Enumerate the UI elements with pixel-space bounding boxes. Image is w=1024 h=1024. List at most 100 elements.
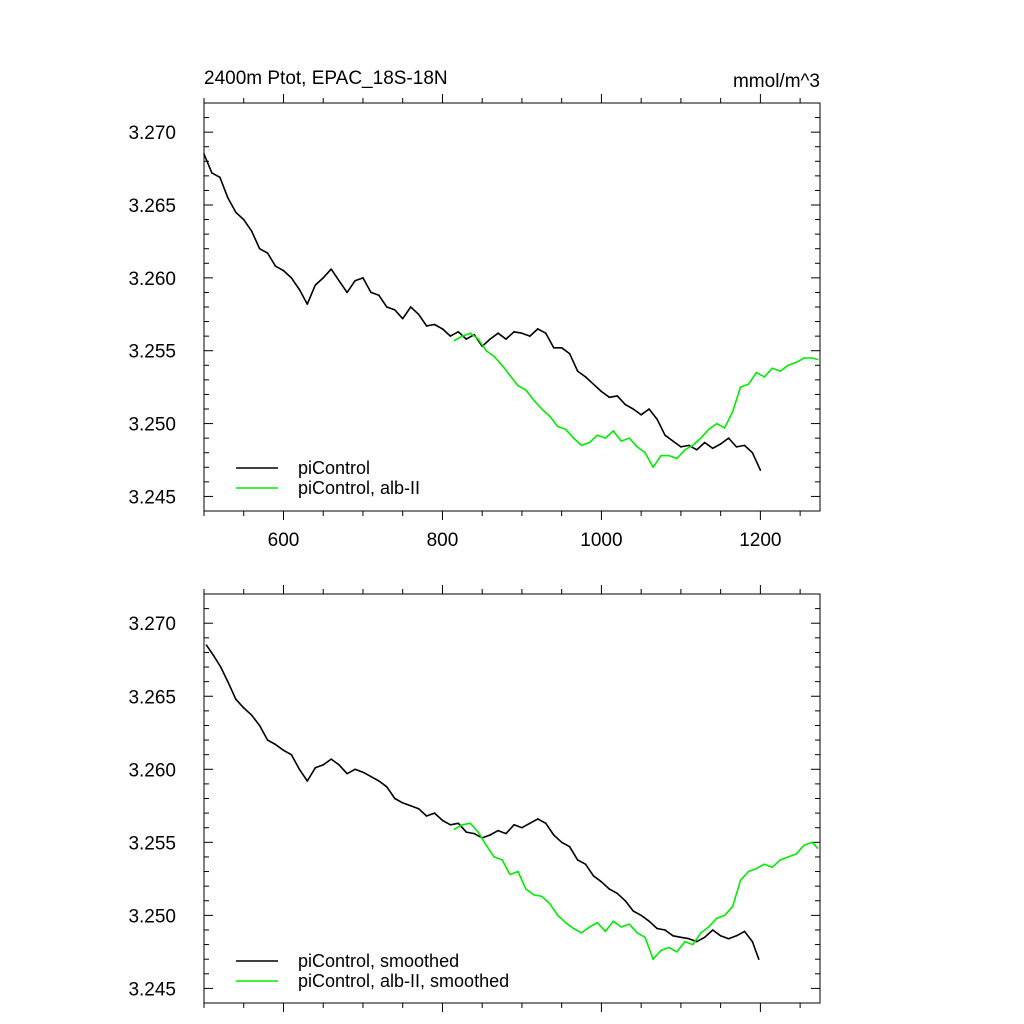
- data-point: [393, 797, 396, 800]
- data-point: [282, 269, 285, 272]
- data-point: [282, 749, 285, 752]
- legend-label: piControl, alb-II, smoothed: [298, 971, 509, 991]
- data-point: [560, 841, 563, 844]
- data-point: [787, 856, 790, 858]
- data-point: [346, 772, 348, 775]
- data-point: [660, 949, 662, 952]
- data-point: [616, 395, 619, 397]
- data-point: [576, 859, 579, 861]
- data-point: [266, 252, 269, 254]
- data-point: [632, 910, 635, 912]
- data-point: [763, 863, 766, 866]
- data-point: [477, 338, 480, 340]
- data-point: [322, 277, 325, 279]
- data-point: [703, 441, 706, 444]
- data-point: [751, 940, 754, 943]
- data-point: [227, 196, 229, 199]
- data-point: [715, 917, 718, 920]
- data-point: [354, 279, 356, 282]
- data-point: [548, 902, 551, 905]
- data-point: [409, 306, 412, 308]
- data-point: [612, 920, 615, 922]
- data-point: [612, 430, 615, 432]
- data-point: [699, 932, 702, 934]
- data-point: [668, 946, 670, 949]
- data-point: [517, 870, 519, 873]
- data-point: [393, 309, 396, 311]
- data-point: [453, 828, 456, 830]
- data-point: [477, 831, 480, 833]
- data-point: [604, 930, 607, 933]
- x-tick-label: 1200: [739, 530, 781, 551]
- data-point: [266, 739, 269, 741]
- data-point: [513, 823, 515, 826]
- data-point: [378, 780, 380, 782]
- data-point: [803, 357, 805, 359]
- data-point: [433, 323, 436, 326]
- data-point: [250, 714, 253, 717]
- data-point: [306, 780, 309, 782]
- data-point: [787, 364, 790, 367]
- data-point: [433, 812, 436, 814]
- data-point: [648, 920, 650, 922]
- data-point: [676, 951, 678, 953]
- data-point: [338, 279, 340, 282]
- data-point: [330, 758, 332, 760]
- data-point: [727, 937, 730, 940]
- y-tick-label: 3.270: [128, 614, 176, 635]
- data-point: [219, 176, 221, 179]
- data-point: [763, 376, 766, 378]
- data-point: [652, 958, 654, 960]
- data-point: [616, 892, 619, 895]
- data-point: [711, 929, 714, 931]
- data-point: [739, 386, 742, 388]
- data-point: [696, 940, 698, 943]
- data-point: [795, 361, 797, 364]
- data-point: [688, 937, 690, 940]
- data-point: [533, 894, 535, 896]
- data-point: [592, 383, 595, 386]
- data-point: [354, 768, 356, 771]
- data-point: [660, 454, 662, 457]
- data-point: [457, 330, 460, 333]
- data-point: [803, 844, 805, 847]
- data-point: [322, 764, 325, 766]
- data-point: [298, 768, 301, 771]
- data-point: [580, 444, 583, 447]
- y-tick-label: 3.245: [128, 487, 176, 508]
- data-point: [505, 832, 507, 835]
- data-point: [719, 935, 722, 937]
- data-point: [779, 859, 782, 861]
- data-point: [497, 829, 499, 832]
- data-point: [596, 434, 599, 437]
- data-point: [576, 370, 579, 372]
- data-point: [234, 698, 237, 700]
- data-point: [537, 328, 539, 330]
- data-point: [811, 841, 813, 844]
- data-point: [509, 873, 511, 876]
- data-point: [592, 875, 595, 877]
- data-point: [628, 923, 631, 925]
- data-point: [755, 371, 758, 374]
- y-tick-label: 3.265: [128, 687, 176, 708]
- data-point: [680, 446, 682, 448]
- data-point: [572, 437, 575, 439]
- data-point: [338, 764, 340, 766]
- data-point: [525, 389, 527, 391]
- y-tick-label: 3.270: [128, 123, 176, 144]
- data-point: [755, 867, 758, 870]
- series-line: [454, 332, 818, 469]
- legend-label: piControl: [298, 458, 370, 478]
- plot-frame: [203, 593, 821, 1004]
- data-point: [441, 328, 444, 330]
- data-point: [688, 444, 690, 447]
- data-point: [644, 451, 646, 454]
- y-tick-label: 3.260: [128, 269, 176, 290]
- data-point: [489, 834, 491, 836]
- data-point: [731, 905, 734, 908]
- data-point: [211, 172, 213, 174]
- bottom-panel: 3.245 3.250 3.255 3.260 3.265 3.270 piControl,…: [128, 585, 821, 1012]
- data-point: [727, 437, 730, 439]
- y-tick-label: 3.245: [128, 979, 176, 1000]
- legend-label: piControl, alb-II: [298, 478, 420, 498]
